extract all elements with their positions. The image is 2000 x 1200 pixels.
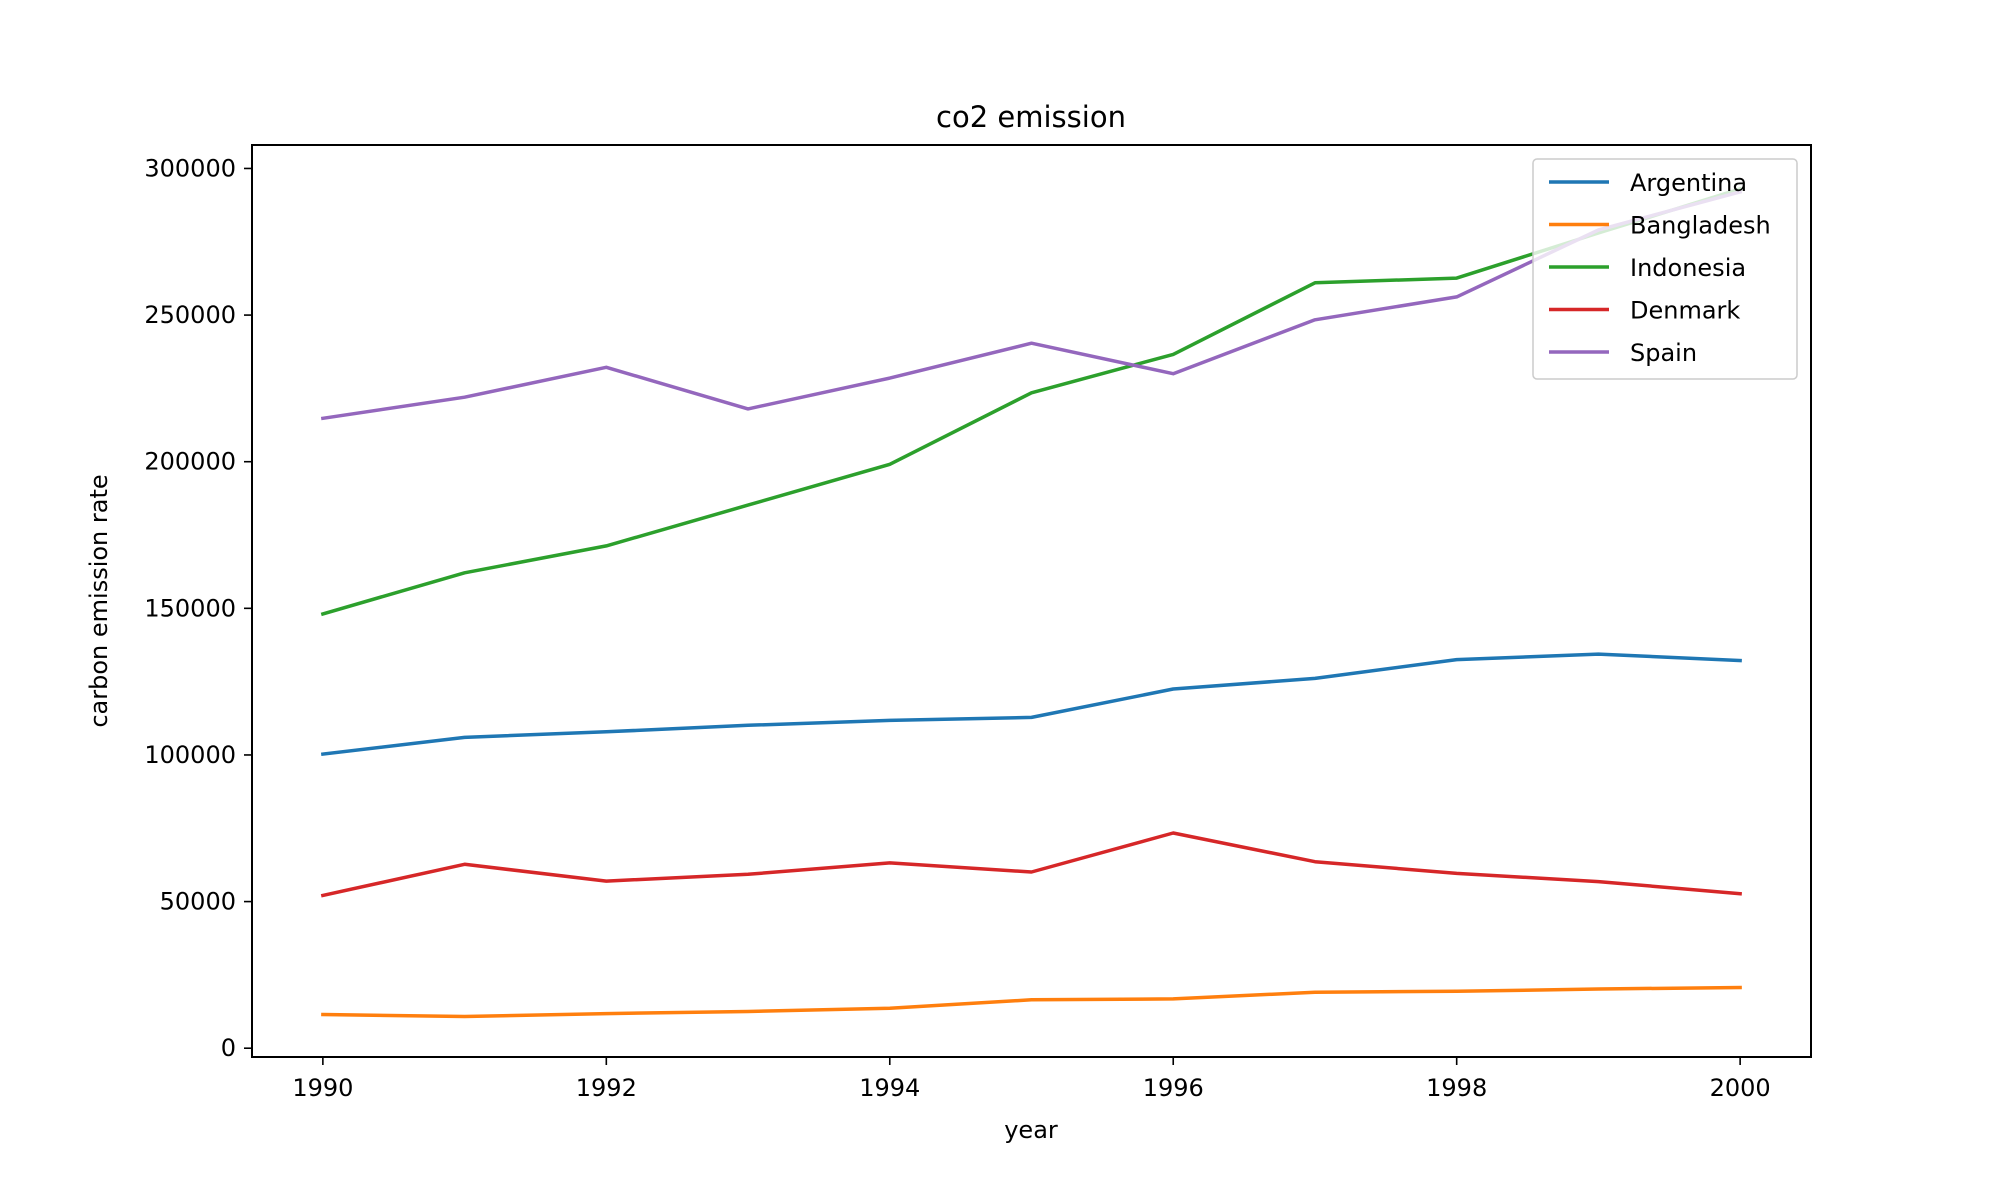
x-tick-label: 1990	[292, 1074, 353, 1102]
y-tick-label: 250000	[144, 301, 236, 329]
y-axis-label: carbon emission rate	[85, 474, 113, 727]
legend: Argentina Bangladesh Indonesia Denmark Spain	[1532, 158, 1798, 380]
x-tick-label: 1998	[1426, 1074, 1487, 1102]
x-tick-label: 2000	[1710, 1074, 1771, 1102]
legend-label: Denmark	[1630, 297, 1740, 325]
legend-label: Bangladesh	[1630, 212, 1771, 240]
y-tick-label: 100000	[144, 741, 236, 769]
y-tick-label: 50000	[160, 888, 236, 916]
series-line-indonesia	[320, 186, 1743, 617]
legend-label: Argentina	[1630, 169, 1747, 197]
y-axis: 0 50000 100000 150000 200000 250000 300000	[144, 154, 252, 1062]
legend-item-bangladesh: Bangladesh	[1549, 212, 1771, 240]
legend-box	[1532, 158, 1798, 380]
x-tick-label: 1994	[859, 1074, 920, 1102]
series-line-denmark	[320, 831, 1742, 898]
legend-item-indonesia: Indonesia	[1549, 254, 1746, 282]
y-tick-label: 150000	[144, 594, 236, 622]
legend-item-spain: Spain	[1549, 339, 1697, 367]
x-axis: 1990 1992 1994 1996 1998 2000	[292, 1057, 1771, 1102]
series-line-bangladesh	[321, 985, 1742, 1019]
series-line-spain	[320, 189, 1743, 421]
legend-label: Indonesia	[1630, 254, 1746, 282]
plot-frame	[251, 144, 1812, 1058]
y-tick-label: 0	[221, 1034, 236, 1062]
legend-item-denmark: Denmark	[1549, 297, 1740, 325]
x-tick-label: 1992	[576, 1074, 637, 1102]
legend-label: Spain	[1630, 339, 1697, 367]
legend-item-argentina: Argentina	[1549, 169, 1747, 197]
y-tick-label: 200000	[144, 448, 236, 476]
chart-title: co2 emission	[936, 100, 1126, 134]
y-tick-label: 300000	[144, 154, 236, 182]
plot-lines	[320, 186, 1743, 1019]
series-line-argentina	[320, 652, 1742, 757]
x-axis-label: year	[1004, 1116, 1058, 1144]
x-tick-label: 1996	[1143, 1074, 1204, 1102]
